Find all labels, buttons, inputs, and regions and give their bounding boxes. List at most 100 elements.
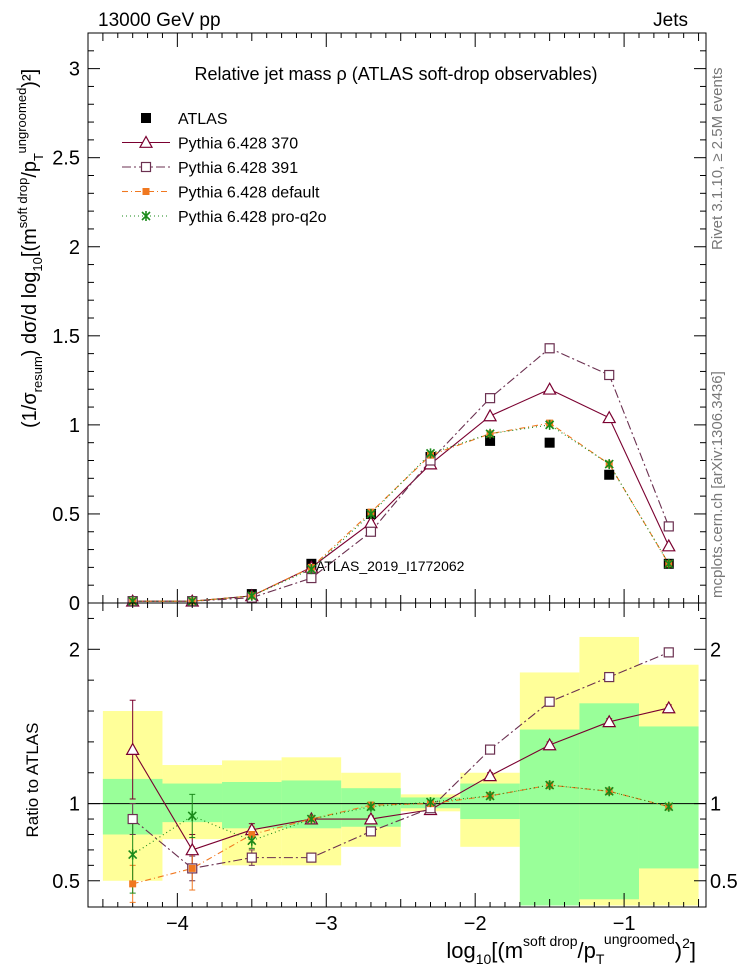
ratio-y-tick-label: 2 [69,639,80,661]
main-point-s4 [604,459,614,470]
legend-marker-3 [142,188,150,195]
main-title: Relative jet mass ρ (ATLAS soft-drop obs… [194,64,597,84]
main-point-s1 [542,382,557,395]
main-point-s4 [306,564,316,575]
ratio-point-s1 [306,852,317,863]
main-point-s0 [544,437,555,448]
ratio-point-s3 [306,814,316,825]
ratio-point-s3 [664,801,674,812]
main-y-tick-label: 1 [69,415,80,437]
ratio-point-s1 [544,696,555,707]
legend-label: Pythia 6.428 370 [178,136,298,153]
main-line-2 [132,347,670,602]
legend-label: ATLAS [178,111,228,128]
ratio-point-s3 [366,801,376,812]
ratio-y-tick-label: 0.5 [52,871,80,893]
main-series-layer [125,343,676,607]
analysis-watermark: ATLAS_2019_I1772062 [316,558,465,574]
ratio-point-s3 [187,810,197,821]
legend-label: Pythia 6.428 default [178,185,320,202]
ratio-y-tick-label-right: 1 [710,794,721,816]
x-tick-label: −3 [315,913,338,935]
legend-marker-4 [141,211,151,221]
main-point-s2 [306,572,317,584]
ratio-frame [87,602,707,908]
ratio-point-s2 [248,830,256,838]
ratio-band-green [519,729,580,906]
ratio-point-s0 [602,714,617,728]
ratio-point-s1 [127,813,138,825]
legend-marker-2 [140,161,152,173]
ratio-point-s3 [128,849,138,860]
ratio-point-s3 [485,790,495,801]
main-line-4 [132,424,670,602]
ratio-y-tick-label-right: 0.5 [710,871,738,893]
rivet-label: Rivet 3.1.10, ≥ 2.5M events [709,68,726,251]
main-point-s2 [663,521,674,532]
main-point-s2 [484,393,496,404]
ratio-point-s0 [542,737,557,751]
ratio-point-s1 [663,647,674,658]
ratio-panel: 0.5 0.5 1 1 2 2 −4 −3 −2 −1 [52,602,738,935]
ratio-line-0 [132,707,669,851]
main-point-s2 [604,369,615,381]
main-point-s1 [661,538,676,552]
main-point-s2 [365,526,377,537]
ratio-point-s3 [604,786,614,797]
main-point-s4 [366,508,376,519]
legend-label: Pythia 6.428 pro-q2o [178,209,327,226]
x-axis-label: log10[(msoft drop/pTungroomed)2] [446,931,696,967]
main-line-1 [132,388,670,602]
mcplots-label: mcplots.cern.ch [arXiv:1306.3436] [709,371,726,598]
ratio-line-1 [132,651,669,870]
ratio-point-s1 [246,852,257,863]
main-point-s1 [602,410,617,424]
main-y-tick-label: 2 [69,237,80,259]
legend-marker-1 [138,135,154,148]
ratio-point-s0 [661,700,676,714]
legend-marker-0 [141,113,151,123]
main-point-s4 [664,558,674,569]
ratio-band-green [222,782,282,829]
main-line-3 [132,422,670,602]
main-point-s2 [544,343,555,354]
main-y-axis-label: (1/σresum) dσ/d log10[(msoft drop/pTungr… [14,69,46,428]
ratio-point-s0 [185,842,200,856]
ratio-point-s2 [188,864,196,872]
main-y-tick-label: 1.5 [52,326,80,348]
ratio-point-s1 [365,826,377,837]
main-y-tick-label: 3 [69,59,80,81]
ratio-band-green [460,783,520,820]
legend: ATLAS Pythia 6.428 370 Pythia 6.428 391 Pyt… [122,111,327,226]
legend-label: Pythia 6.428 391 [178,160,298,177]
ratio-line-2 [132,784,669,885]
header-right: Jets [653,10,688,31]
main-point-s4 [247,590,257,601]
ratio-point-s0 [125,742,140,755]
main-y-tick-label: 0 [69,593,80,615]
x-tick-label: −4 [166,913,189,935]
main-point-s0 [604,469,615,480]
ratio-y-tick-label: 1 [69,794,80,816]
main-point-s4 [425,448,436,459]
header-left: 13000 GeV pp [98,10,221,31]
ratio-point-s0 [483,768,498,782]
ratio-point-s1 [484,744,496,755]
main-point-s4 [485,428,495,439]
main-point-s1 [483,408,498,422]
ratio-series-layer [125,647,676,903]
main-y-tick-label: 0.5 [52,504,80,526]
ratio-point-s3 [425,797,436,808]
ratio-point-s0 [363,811,378,825]
ratio-band-green [579,703,639,900]
x-tick-label: −1 [613,913,636,935]
ratio-point-s3 [247,835,257,846]
main-point-s0 [485,435,496,446]
ratio-point-s3 [545,780,555,791]
x-tick-label: −2 [464,913,487,935]
main-point-s4 [545,419,555,430]
ratio-y-tick-label-right: 2 [710,639,721,661]
main-y-tick-label: 2.5 [52,148,80,170]
ratio-point-s1 [604,671,615,683]
